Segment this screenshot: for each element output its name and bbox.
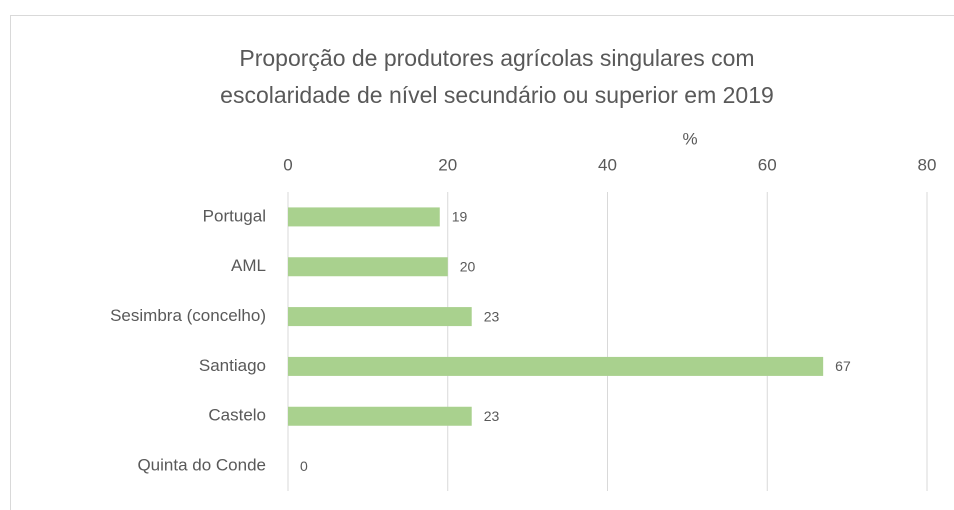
chart-title: escolaridade de nível secundário ou supe… [220, 82, 774, 108]
y-tick-label: Portugal [203, 206, 266, 225]
y-tick-label: AML [231, 256, 266, 275]
y-tick-label: Sesimbra (concelho) [110, 306, 266, 325]
y-tick-label: Quinta do Conde [137, 456, 266, 475]
x-tick-label: 0 [283, 155, 292, 174]
bar [288, 406, 472, 426]
axis-label: % [682, 129, 697, 148]
value-label: 23 [484, 408, 500, 424]
value-label: 67 [835, 358, 851, 374]
value-label: 20 [460, 258, 476, 274]
value-label: 23 [484, 308, 500, 324]
y-tick-label: Santiago [199, 356, 266, 375]
bar [288, 207, 440, 227]
chart-title: Proporção de produtores agrícolas singul… [239, 45, 754, 71]
x-tick-label: 40 [598, 155, 617, 174]
value-label: 19 [452, 209, 468, 225]
x-tick-label: 20 [438, 155, 457, 174]
x-tick-label: 60 [758, 155, 777, 174]
bar [288, 257, 448, 277]
x-tick-label: 80 [918, 155, 937, 174]
bar [288, 356, 824, 376]
y-tick-label: Castelo [208, 406, 266, 425]
value-label: 0 [300, 458, 308, 474]
bar [288, 307, 472, 327]
